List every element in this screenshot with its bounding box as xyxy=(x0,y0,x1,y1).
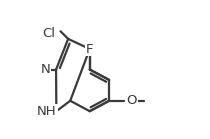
Text: NH: NH xyxy=(37,105,57,118)
Text: Cl: Cl xyxy=(42,27,55,40)
Text: O: O xyxy=(127,94,137,107)
Text: N: N xyxy=(41,63,51,76)
Text: F: F xyxy=(86,43,93,56)
